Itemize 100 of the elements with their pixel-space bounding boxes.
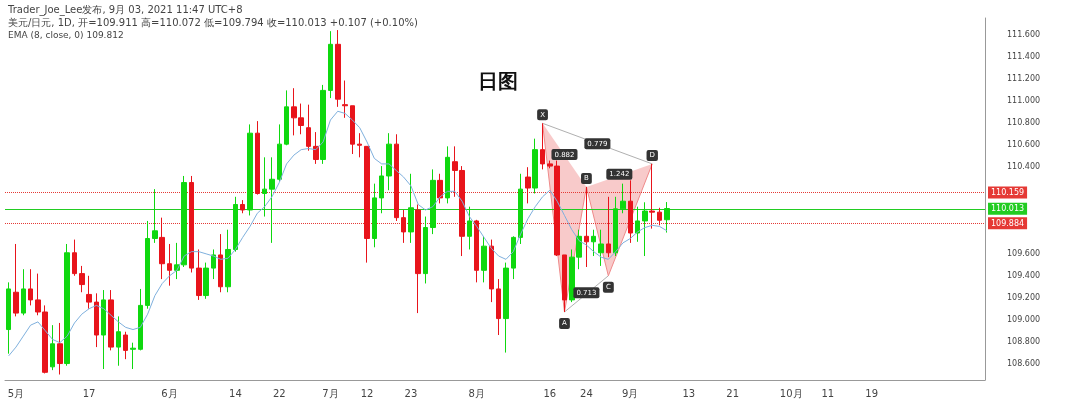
- candlestick: [467, 206, 472, 250]
- x-tick-label: 10月: [779, 387, 803, 399]
- candlestick: [628, 179, 633, 244]
- candlestick: [72, 239, 77, 277]
- candlestick: [269, 156, 275, 244]
- candlestick: [357, 132, 362, 158]
- candlestick: [211, 248, 216, 280]
- y-tick-label: 111.400: [1007, 51, 1041, 61]
- candlestick: [408, 173, 414, 244]
- candlestick: [306, 104, 311, 152]
- candlestick: [401, 209, 406, 244]
- candlestick: [335, 29, 341, 108]
- candlestick: [649, 163, 655, 230]
- x-tick-label: 22: [272, 387, 286, 399]
- candlestick: [218, 233, 223, 293]
- candlestick: [21, 268, 26, 316]
- candlestick: [584, 186, 589, 268]
- candlestick: [167, 243, 172, 287]
- candlestick: [532, 138, 538, 195]
- y-tick-label: 110.400: [1007, 161, 1041, 171]
- text: 日图: [478, 69, 518, 93]
- candlestick: [525, 166, 531, 204]
- y-tick-label: 109.600: [1007, 249, 1041, 259]
- candlestick: [320, 84, 326, 165]
- candlestick: [196, 248, 202, 301]
- y-tick-label: 109.400: [1007, 271, 1041, 281]
- candlestick: [50, 324, 55, 371]
- candlestick: [6, 281, 11, 355]
- x-tick-label: 8月: [468, 387, 485, 399]
- candlestick: [101, 289, 106, 370]
- x-tick-label: 24: [580, 387, 593, 399]
- candlestick: [613, 196, 618, 257]
- candlestick: [342, 80, 348, 119]
- candlestick: [437, 173, 443, 204]
- y-tick-label: 111.200: [1007, 73, 1041, 83]
- candlestick: [28, 268, 33, 306]
- y-tick-label: 108.800: [1007, 337, 1041, 347]
- candlestick: [598, 229, 604, 267]
- candlestick: [372, 183, 377, 248]
- candlestick: [496, 278, 501, 336]
- y-tick-label: 110.600: [1007, 139, 1041, 149]
- candlestick: [562, 254, 567, 313]
- candlestick: [247, 123, 253, 216]
- y-tick-label: 109.200: [1007, 293, 1041, 303]
- candlestick: [255, 120, 260, 196]
- candlestick: [240, 199, 245, 214]
- candlestick: [159, 217, 165, 280]
- candlestick: [108, 289, 114, 351]
- candlestick: [86, 275, 92, 310]
- candlestick: [313, 131, 319, 165]
- x-tick-label: 17: [82, 387, 96, 399]
- candlestick: [474, 219, 479, 283]
- x-tick-label: 14: [229, 387, 242, 399]
- x-tick-label: 11: [821, 387, 835, 399]
- candlestick: [57, 322, 63, 376]
- candlestick: [481, 235, 487, 283]
- x-tick-label: 6月: [161, 387, 178, 399]
- y-tick-label: 110.800: [1007, 117, 1041, 127]
- candlestick: [284, 89, 289, 146]
- text: Trader_Joe_Lee发布, 9月 03, 2021 11:47 UTC+8: [7, 3, 243, 16]
- candlestick: [394, 133, 399, 222]
- candlestick: [379, 165, 384, 214]
- candlestick: [13, 243, 19, 317]
- candlestick: [518, 173, 523, 245]
- candlestick: [503, 262, 509, 354]
- candlestick: [620, 183, 626, 214]
- candlestick: [489, 239, 494, 303]
- candlestick: [511, 235, 516, 280]
- candlestick: [262, 156, 267, 218]
- candlestick: [189, 175, 194, 273]
- y-tick-label: 111.600: [1007, 29, 1041, 39]
- x-tick-label: 12: [360, 387, 374, 399]
- x-tick-label: 19: [865, 387, 879, 399]
- candlestick: [233, 196, 238, 253]
- x-tick-label: 5月: [7, 387, 25, 399]
- candlestick: [79, 265, 85, 293]
- ref-line-label: 109.884: [991, 218, 1025, 228]
- candlestick: [445, 145, 450, 204]
- candlestick: [635, 206, 640, 243]
- candlestick: [364, 145, 370, 264]
- candlestick: [152, 188, 158, 244]
- annotation: 美元/日元, 1D, 开=109.911 高=110.072 低=109.794 收=110.013 +0.107 (+0.10%): [8, 16, 419, 28]
- candlestick: [350, 105, 355, 155]
- candlestick: [138, 288, 143, 351]
- annotation: EMA (8, close, 0) 109.812: [8, 29, 124, 40]
- candlestick: [606, 196, 611, 258]
- candlestick: [591, 229, 596, 257]
- candlestick: [657, 207, 662, 226]
- candlestick: [386, 132, 392, 191]
- line-series: [8, 110, 668, 357]
- candlestick: [423, 216, 428, 284]
- candlestick: [277, 123, 282, 182]
- candlestick: [328, 30, 333, 99]
- x-tick-label: 9月: [622, 387, 639, 399]
- candlestick: [116, 315, 121, 367]
- y-tick-label: 108.600: [1007, 359, 1041, 369]
- candlestick: [540, 122, 545, 170]
- ref-line-label: 110.013: [991, 204, 1025, 214]
- candlestick: [225, 229, 231, 293]
- ref-line-label: 110.159: [991, 187, 1025, 197]
